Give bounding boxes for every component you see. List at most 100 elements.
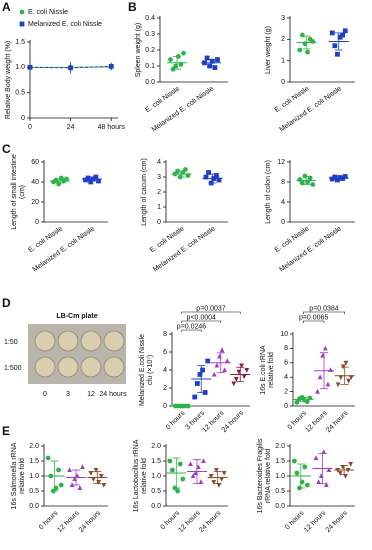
x-tick-label: Melanized E. coli Nissle (152, 225, 217, 273)
y-tick-label: 0 (281, 79, 285, 86)
data-point (214, 173, 219, 178)
plate-column-label: 0 (43, 391, 47, 398)
plate-well (103, 356, 125, 378)
data-point (200, 367, 205, 373)
x-tick-label: 24 hours (325, 409, 350, 434)
data-point (198, 479, 204, 484)
data-point (332, 43, 338, 49)
significance-bracket (181, 329, 202, 332)
data-point (332, 174, 338, 180)
data-point (203, 174, 209, 180)
data-point (348, 375, 354, 380)
x-tick-label: 24 (67, 124, 75, 131)
y-tick-label: 0.5 (15, 90, 25, 97)
plate-well (80, 356, 102, 378)
data-point (297, 47, 303, 53)
data-point (204, 55, 210, 61)
plate-row-label: 1:500 (4, 365, 22, 372)
data-point (206, 170, 211, 175)
data-point (342, 174, 348, 179)
x-tick-label: Melanized E. coli Nissle (278, 225, 343, 273)
significance-label: p=0.0037 (196, 305, 225, 312)
y-tick-label: 2 (163, 385, 167, 392)
data-point (241, 374, 247, 380)
data-point (348, 462, 354, 467)
data-point (56, 467, 61, 473)
y-tick-label: 4 (281, 199, 285, 206)
y-axis-label: Liver weight (g) (265, 26, 272, 74)
data-point (324, 482, 329, 487)
data-point (67, 467, 72, 472)
x-tick-label: 12 hours (56, 509, 81, 534)
data-point (181, 50, 186, 56)
x-tick-label: 24 hours (198, 509, 223, 534)
y-tick-label: 6 (163, 349, 167, 356)
plate-well (103, 330, 125, 352)
plate-column-label: 12 (87, 391, 95, 398)
plate-well (57, 330, 79, 352)
x-tick-label: Melanized E. coli Nissle (32, 225, 97, 273)
data-point (77, 485, 83, 490)
data-point (338, 375, 344, 380)
data-point (322, 345, 328, 351)
y-tick-label: 4 (284, 374, 288, 381)
data-point (294, 470, 300, 476)
y-tick-label: 2.0 (275, 443, 285, 450)
data-point (215, 57, 220, 62)
y-tick-label: 12 (277, 159, 285, 166)
y-axis-label: cfu (×10⁷) (147, 355, 154, 385)
y-tick-label: 1.5 (29, 458, 39, 465)
data-point (170, 467, 175, 473)
y-tick-label: 8 (163, 331, 167, 338)
y-tick-label: 1.0 (151, 473, 161, 480)
plate-well (80, 330, 102, 352)
data-point (221, 471, 227, 476)
x-tick-label: 0 hours (165, 409, 187, 431)
plate-row-label: 1:50 (4, 339, 18, 346)
x-tick-label: 0 (28, 124, 32, 131)
data-point (108, 63, 114, 69)
data-point (208, 474, 214, 479)
data-point (85, 175, 91, 181)
y-tick-label: 4 (163, 367, 167, 374)
y-axis-label: relative fold (19, 458, 26, 494)
data-point (222, 367, 228, 372)
legend-label: Melanized E. coli Nissle (28, 21, 102, 28)
significance-label: p=0.0384 (309, 305, 338, 312)
y-tick-label: 0.5 (29, 488, 39, 495)
panel-label: C (2, 142, 11, 156)
data-point (342, 28, 348, 34)
y-tick-label: 2 (281, 36, 285, 43)
significance-label: p<0.0004 (187, 314, 216, 321)
panel-label: E (2, 424, 10, 438)
x-tick-label: 0 hours (284, 509, 306, 531)
y-axis-label: (cm) (19, 185, 26, 199)
y-tick-label: 0.0 (275, 503, 285, 510)
y-axis-label: 16s Lactobacillus rRNA (133, 439, 140, 512)
plate-title: LB-Cm plate (56, 313, 97, 320)
data-point (231, 381, 237, 387)
data-point (211, 480, 217, 485)
x-tick-label: 24 hours (78, 509, 103, 534)
y-tick-label: 0 (157, 219, 161, 226)
y-tick-label: 2 (157, 189, 161, 196)
data-point (321, 449, 327, 454)
legend-label: E. coli Nissle (28, 9, 68, 16)
y-tick-label: 0 (281, 219, 285, 226)
data-point (96, 178, 101, 184)
x-tick-label: 12 hours (303, 509, 328, 534)
y-tick-label: 1.5 (275, 458, 285, 465)
x-tick-label: 24 hours (221, 409, 246, 434)
y-tick-label: 1 (157, 204, 161, 211)
data-point (346, 378, 351, 384)
significance-bracket (303, 320, 325, 323)
plate-well (34, 330, 56, 352)
plate-column-label: 3 (66, 391, 70, 398)
y-axis-label: Length of colon (cm) (265, 160, 272, 224)
data-point (302, 464, 308, 470)
y-tick-label: 0 (284, 403, 288, 410)
y-tick-label: 0.1 (145, 63, 155, 70)
significance-label: p=0.0246 (177, 323, 206, 330)
y-tick-label: 2 (284, 388, 288, 395)
data-point (68, 65, 74, 71)
